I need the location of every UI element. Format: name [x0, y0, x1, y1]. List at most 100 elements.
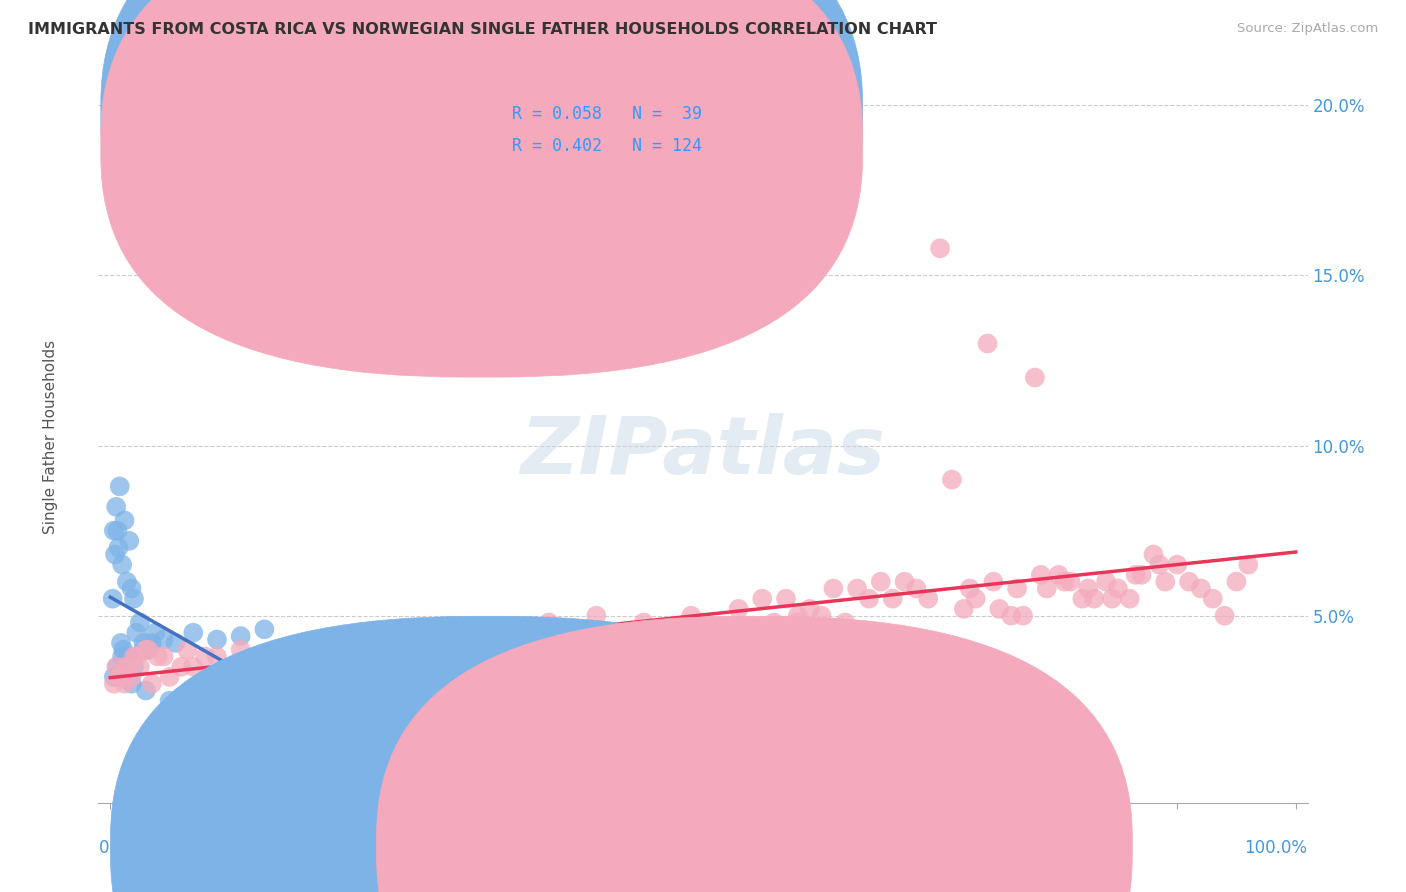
Point	[502, 636, 524, 650]
Point	[122, 659, 145, 673]
Point	[526, 649, 548, 664]
Point	[121, 670, 143, 684]
Text: R = 0.058   N =  39: R = 0.058 N = 39	[512, 104, 702, 123]
Point	[959, 582, 981, 596]
Point	[114, 677, 136, 691]
Point	[170, 659, 193, 673]
Point	[264, 659, 287, 673]
Point	[253, 622, 276, 636]
Point	[107, 670, 129, 684]
Point	[205, 632, 228, 647]
Point	[105, 500, 128, 514]
Point	[165, 636, 187, 650]
Point	[288, 642, 311, 657]
Point	[929, 241, 952, 255]
Point	[1130, 567, 1153, 582]
Point	[869, 574, 891, 589]
FancyBboxPatch shape	[377, 616, 1132, 892]
Point	[502, 659, 524, 673]
Point	[107, 541, 129, 555]
Point	[716, 625, 738, 640]
Point	[105, 524, 128, 538]
Point	[585, 608, 607, 623]
Point	[1071, 591, 1094, 606]
Point	[941, 473, 963, 487]
Point	[218, 677, 240, 691]
Point	[108, 479, 131, 493]
Point	[1213, 608, 1236, 623]
Point	[810, 608, 832, 623]
Point	[408, 642, 430, 657]
Point	[1077, 582, 1099, 596]
Point	[242, 677, 264, 691]
Point	[114, 513, 136, 527]
Point	[101, 591, 124, 606]
Point	[121, 677, 143, 691]
Point	[194, 683, 217, 698]
Point	[917, 591, 939, 606]
Point	[976, 336, 998, 351]
Point	[159, 694, 181, 708]
Point	[952, 602, 974, 616]
Point	[858, 591, 880, 606]
Text: R = 0.402   N = 124: R = 0.402 N = 124	[512, 137, 702, 155]
Point	[122, 649, 145, 664]
Point	[763, 615, 786, 630]
Point	[395, 625, 418, 640]
Point	[644, 636, 666, 650]
Point	[336, 636, 359, 650]
Point	[136, 642, 159, 657]
Point	[454, 649, 477, 664]
Point	[1053, 574, 1076, 589]
Point	[1225, 574, 1247, 589]
Point	[810, 625, 832, 640]
Point	[181, 659, 204, 673]
Point	[1012, 608, 1035, 623]
Point	[988, 602, 1011, 616]
Point	[360, 659, 382, 673]
Point	[668, 636, 690, 650]
Point	[205, 649, 228, 664]
Point	[152, 632, 174, 647]
Point	[1083, 591, 1105, 606]
Point	[1101, 591, 1123, 606]
Text: Source: ZipAtlas.com: Source: ZipAtlas.com	[1237, 22, 1378, 36]
Point	[550, 642, 572, 657]
Point	[454, 659, 477, 673]
Point	[1202, 591, 1225, 606]
Point	[834, 615, 856, 630]
FancyBboxPatch shape	[101, 0, 863, 345]
Text: IMMIGRANTS FROM COSTA RICA VS NORWEGIAN SINGLE FATHER HOUSEHOLDS CORRELATION CHA: IMMIGRANTS FROM COSTA RICA VS NORWEGIAN …	[28, 22, 938, 37]
Point	[1029, 567, 1052, 582]
Point	[574, 625, 596, 640]
Text: Single Father Households: Single Father Households	[42, 340, 58, 534]
Point	[537, 615, 560, 630]
Text: 100.0%: 100.0%	[1244, 839, 1308, 857]
Point	[681, 608, 703, 623]
Point	[132, 636, 155, 650]
Point	[181, 625, 204, 640]
Point	[598, 636, 620, 650]
Point	[288, 694, 311, 708]
Point	[882, 591, 904, 606]
Point	[194, 649, 217, 664]
Point	[1000, 608, 1022, 623]
Point	[716, 625, 738, 640]
Point	[312, 649, 335, 664]
Point	[644, 636, 666, 650]
Point	[574, 625, 596, 640]
Point	[1059, 574, 1081, 589]
Point	[432, 649, 454, 664]
Point	[242, 659, 264, 673]
Point	[111, 649, 134, 664]
Point	[1036, 582, 1059, 596]
Point	[129, 615, 152, 630]
Point	[229, 629, 252, 643]
Text: Immigrants from Costa Rica: Immigrants from Costa Rica	[512, 839, 725, 855]
FancyBboxPatch shape	[111, 616, 866, 892]
Point	[786, 615, 808, 630]
Point	[740, 625, 762, 640]
Point	[478, 659, 501, 673]
Point	[117, 649, 139, 664]
Point	[893, 574, 915, 589]
